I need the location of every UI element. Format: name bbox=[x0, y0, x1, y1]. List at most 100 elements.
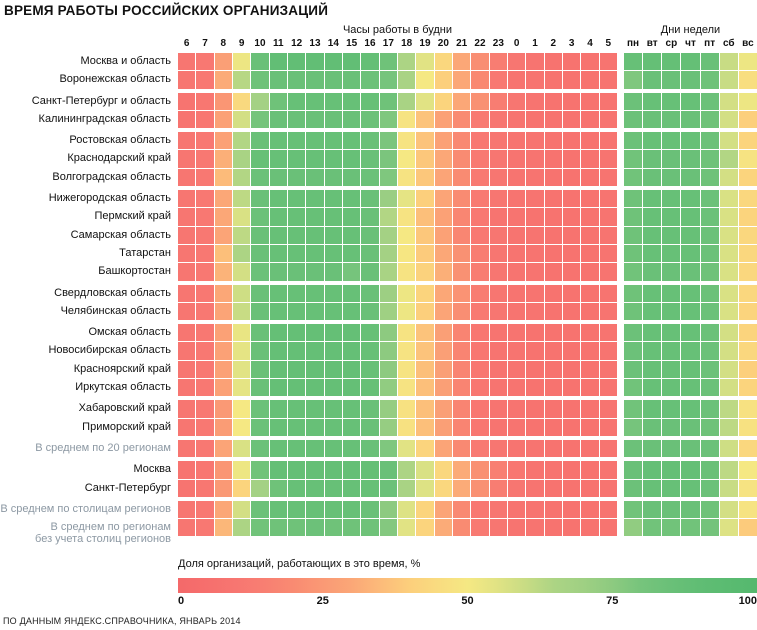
hour-tick-label: 20 bbox=[437, 38, 449, 49]
heatmap-cell bbox=[544, 208, 562, 226]
heatmap-cell bbox=[343, 500, 361, 519]
hours-cells bbox=[178, 379, 617, 397]
heatmap-cell bbox=[643, 461, 662, 479]
hour-tick-label: 5 bbox=[605, 38, 612, 49]
heatmap-cell bbox=[251, 461, 269, 479]
heatmap-cell bbox=[288, 132, 306, 150]
heatmap-cell bbox=[453, 379, 471, 397]
heatmap-cell bbox=[178, 302, 196, 321]
heatmap-cell bbox=[581, 132, 599, 150]
days-cells bbox=[624, 418, 757, 436]
heatmap-cell bbox=[508, 53, 526, 71]
heatmap-cell bbox=[324, 479, 342, 497]
heatmap-cell bbox=[544, 168, 562, 187]
heatmap-cell bbox=[398, 132, 416, 150]
heatmap-cell bbox=[643, 92, 662, 110]
heatmap-cell bbox=[178, 519, 196, 537]
heatmap-cell bbox=[361, 324, 379, 342]
hour-tick-label: 9 bbox=[238, 38, 245, 49]
heatmap-cell bbox=[563, 168, 581, 187]
heatmap-cell bbox=[434, 519, 452, 537]
heatmap-cell bbox=[471, 226, 489, 244]
heatmap-cell bbox=[719, 379, 738, 397]
heatmap-cell bbox=[361, 53, 379, 71]
heatmap-cell bbox=[306, 132, 324, 150]
heatmap-cell bbox=[624, 226, 643, 244]
row-label: В среднем по регионам без учета столиц р… bbox=[35, 521, 171, 545]
heatmap-cell bbox=[643, 360, 662, 379]
heatmap-cell bbox=[288, 418, 306, 436]
heatmap-cell bbox=[233, 71, 251, 89]
hour-tick-label: 6 bbox=[183, 38, 190, 49]
heatmap-cell bbox=[563, 208, 581, 226]
heatmap-cell bbox=[508, 479, 526, 497]
heatmap-cell bbox=[416, 360, 434, 379]
heatmap-cell bbox=[681, 519, 700, 537]
heatmap-cell bbox=[178, 244, 196, 263]
heatmap-cell bbox=[251, 71, 269, 89]
heatmap-cell bbox=[526, 244, 544, 263]
heatmap-row: Новосибирская область bbox=[0, 342, 757, 360]
heatmap-cell bbox=[453, 244, 471, 263]
heatmap-cell bbox=[288, 226, 306, 244]
days-cells bbox=[624, 284, 757, 302]
hour-tick-label: 10 bbox=[254, 38, 266, 49]
heatmap-cell bbox=[471, 342, 489, 360]
heatmap-cell bbox=[251, 479, 269, 497]
legend-tick-0: 0 bbox=[178, 595, 185, 607]
heatmap-cell bbox=[544, 226, 562, 244]
legend-tick-75: 75 bbox=[606, 595, 619, 607]
heatmap-cell bbox=[563, 53, 581, 71]
heatmap-cell bbox=[398, 244, 416, 263]
heatmap-cell bbox=[700, 324, 719, 342]
heatmap-cell bbox=[471, 244, 489, 263]
heatmap-cell bbox=[526, 71, 544, 89]
heatmap-cell bbox=[269, 342, 287, 360]
heatmap-cell bbox=[719, 244, 738, 263]
heatmap-cell bbox=[643, 263, 662, 281]
heatmap-cell bbox=[416, 71, 434, 89]
heatmap-cell bbox=[233, 132, 251, 150]
heatmap-cell bbox=[306, 400, 324, 418]
source-note: ПО ДАННЫМ ЯНДЕКС.СПРАВОЧНИКА, ЯНВАРЬ 201… bbox=[3, 616, 241, 626]
heatmap-cell bbox=[196, 360, 214, 379]
heatmap-cell bbox=[269, 71, 287, 89]
row-label: Новосибирская область bbox=[48, 344, 171, 357]
heatmap-cell bbox=[471, 92, 489, 110]
heatmap-cell bbox=[324, 168, 342, 187]
heatmap-cell bbox=[700, 519, 719, 537]
heatmap-cell bbox=[398, 302, 416, 321]
heatmap-cell bbox=[544, 71, 562, 89]
heatmap-cell bbox=[288, 500, 306, 519]
heatmap-row: Иркутская область bbox=[0, 379, 757, 397]
heatmap-cell bbox=[398, 500, 416, 519]
day-tick-label: пн bbox=[627, 38, 640, 49]
heatmap-cell bbox=[453, 71, 471, 89]
heatmap-cell bbox=[508, 263, 526, 281]
days-cells bbox=[624, 379, 757, 397]
heatmap-cell bbox=[662, 168, 681, 187]
hour-tick-label: 21 bbox=[456, 38, 468, 49]
heatmap-cell bbox=[599, 244, 617, 263]
heatmap-cell bbox=[361, 208, 379, 226]
heatmap-row: Свердловская область bbox=[0, 284, 757, 302]
heatmap-cell bbox=[700, 302, 719, 321]
heatmap-cell bbox=[471, 168, 489, 187]
heatmap-cell bbox=[471, 71, 489, 89]
day-tick-label: чт bbox=[685, 38, 696, 49]
days-cells bbox=[624, 244, 757, 263]
heatmap-cell bbox=[306, 92, 324, 110]
heatmap-cell bbox=[738, 500, 757, 519]
heatmap-cell bbox=[214, 53, 232, 71]
heatmap-cell bbox=[398, 324, 416, 342]
heatmap-cell bbox=[324, 92, 342, 110]
heatmap-cell bbox=[581, 284, 599, 302]
heatmap-cell bbox=[662, 324, 681, 342]
heatmap-cell bbox=[508, 439, 526, 458]
heatmap-cell bbox=[563, 150, 581, 168]
heatmap-cell bbox=[489, 479, 507, 497]
heatmap-cell bbox=[361, 226, 379, 244]
heatmap-cell bbox=[624, 110, 643, 129]
heatmap-cell bbox=[544, 244, 562, 263]
heatmap-cell bbox=[719, 132, 738, 150]
